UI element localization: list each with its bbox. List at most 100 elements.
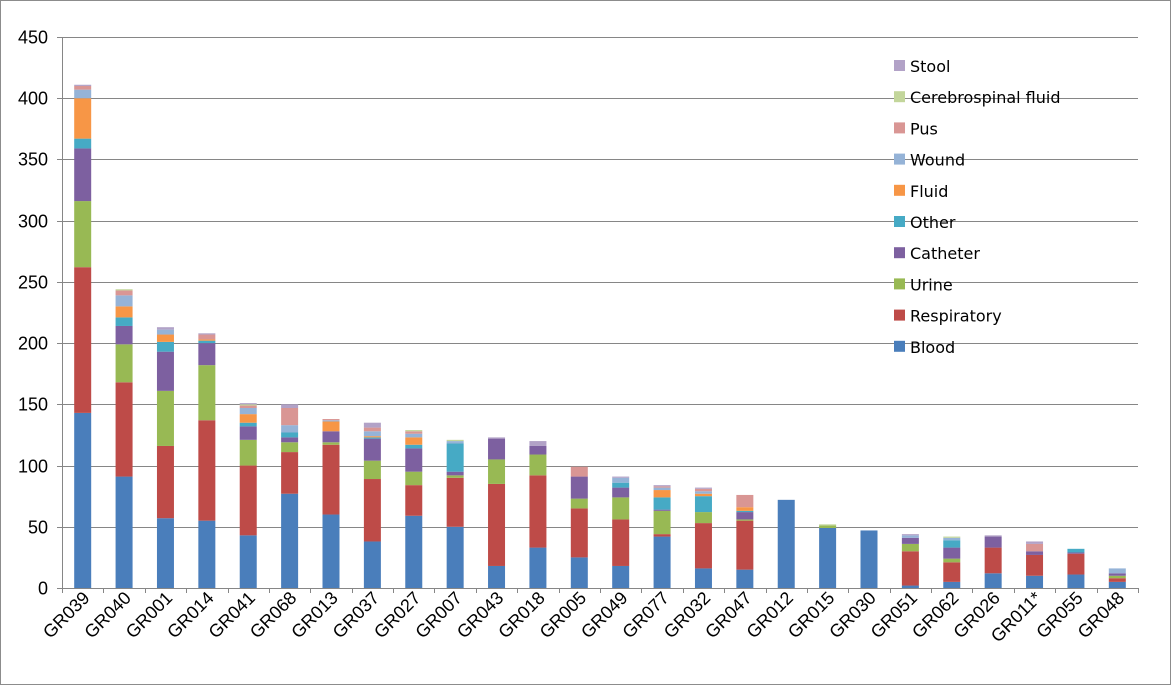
bar-segment xyxy=(239,408,257,415)
y-tick-label: 250 xyxy=(18,273,48,293)
bar-segment xyxy=(653,485,671,487)
y-tick-label: 100 xyxy=(18,457,48,477)
bar-segment xyxy=(363,431,381,437)
bar-segment xyxy=(694,491,712,494)
bar-segment xyxy=(653,536,671,588)
bar-segment xyxy=(653,490,671,498)
bar-segment xyxy=(363,427,381,432)
x-tick-label: GR048 xyxy=(1074,588,1128,642)
legend-entry: Wound xyxy=(910,151,965,170)
bar-segment xyxy=(1026,541,1044,544)
legend-swatch xyxy=(894,60,905,71)
bar-segment xyxy=(984,536,1002,548)
bar-segment xyxy=(198,343,216,366)
bar-segment xyxy=(1026,543,1044,552)
bar-segment xyxy=(529,547,547,588)
bar-segment xyxy=(281,442,299,453)
bar-segment xyxy=(694,568,712,588)
bar-segment xyxy=(198,333,216,335)
bar-segment xyxy=(570,508,588,558)
bar-segment xyxy=(74,84,92,86)
y-tick-label: 150 xyxy=(18,395,48,415)
bar-segment xyxy=(860,530,878,588)
bar-segment xyxy=(1108,568,1126,574)
legend-swatch xyxy=(894,340,905,352)
bar-segment xyxy=(1108,581,1126,588)
bar-segment xyxy=(653,534,671,537)
bar-segment xyxy=(322,419,340,421)
legend-swatch xyxy=(894,278,905,290)
bar-segment xyxy=(446,439,464,442)
bar-segment xyxy=(239,404,257,406)
bar-segment xyxy=(901,543,919,552)
bar-segment xyxy=(1067,548,1085,553)
bar-segment xyxy=(281,425,299,433)
legend-entry: Pus xyxy=(910,119,938,138)
bar-segment xyxy=(115,290,133,296)
bar-segment xyxy=(74,412,92,588)
bar-segment xyxy=(1108,575,1126,579)
bar-segment xyxy=(156,390,174,446)
bar-segment xyxy=(322,514,340,588)
bar-segment xyxy=(115,306,133,318)
bar-segment xyxy=(156,329,174,335)
bar-segment xyxy=(239,422,257,427)
legend-swatch xyxy=(894,247,905,259)
y-tick-label: 400 xyxy=(18,89,48,109)
bar-segment xyxy=(74,201,92,268)
bar-segment xyxy=(405,448,423,472)
legend-swatch xyxy=(894,91,905,103)
legend-entry: Blood xyxy=(910,338,955,357)
bar-segment xyxy=(74,148,92,202)
bar-segment xyxy=(156,334,174,342)
bar-segment xyxy=(1026,551,1044,555)
bar-segment xyxy=(943,547,961,559)
bar-segment xyxy=(405,485,423,516)
y-tick-label: 300 xyxy=(18,212,48,232)
legend-entry: Cerebrospinal fluid xyxy=(910,88,1061,107)
bar-segment xyxy=(943,558,961,563)
bar-segment xyxy=(281,437,299,443)
bar-segment xyxy=(281,408,299,426)
bar-segment xyxy=(570,476,588,499)
bar-segment xyxy=(653,497,671,510)
bar-segment xyxy=(322,442,340,445)
bar-segment xyxy=(1067,574,1085,588)
bar-segment xyxy=(74,138,92,149)
bar-segment xyxy=(198,365,216,421)
bar-segment xyxy=(405,444,423,449)
bar-segment xyxy=(363,460,381,480)
bar-segment xyxy=(281,452,299,494)
bar-segment xyxy=(570,557,588,588)
bar-segment xyxy=(198,339,216,341)
bar-segment xyxy=(1026,575,1044,588)
legend-entry: Urine xyxy=(910,275,953,294)
bar-segment xyxy=(74,267,92,413)
bar-segment xyxy=(612,477,630,483)
legend-entry: Catheter xyxy=(910,244,980,263)
bar-segment xyxy=(405,431,423,434)
bar-segment xyxy=(653,486,671,488)
y-tick-label: 350 xyxy=(18,150,48,170)
bar-segment xyxy=(529,441,547,446)
bar-segment xyxy=(281,432,299,438)
bar-segment xyxy=(1067,552,1085,554)
bar-segment xyxy=(984,535,1002,537)
bar-segment xyxy=(156,445,174,519)
bar-segment xyxy=(198,334,216,340)
bar-segment xyxy=(819,528,837,588)
bar-segment xyxy=(529,475,547,548)
bar-segment xyxy=(736,520,754,570)
legend-entry: Respiratory xyxy=(910,307,1002,326)
bar-segment xyxy=(156,518,174,588)
bar-segment xyxy=(529,445,547,455)
bar-segment xyxy=(156,341,174,352)
bar-segment xyxy=(1108,573,1126,576)
bar-segment xyxy=(694,496,712,513)
bar-segment xyxy=(694,493,712,497)
bar-segment xyxy=(901,534,919,536)
bar-segment xyxy=(363,422,381,428)
y-tick-label: 50 xyxy=(28,518,48,538)
bar-segment xyxy=(1067,553,1085,575)
bar-segment xyxy=(156,351,174,391)
